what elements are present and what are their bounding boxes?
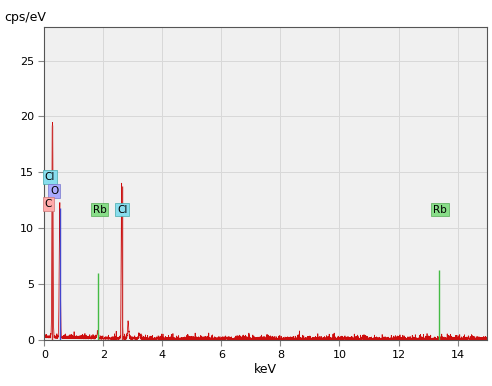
Text: Cl: Cl — [117, 205, 127, 215]
Text: O: O — [50, 186, 58, 196]
Text: cps/eV: cps/eV — [4, 11, 46, 24]
Text: Cl: Cl — [45, 172, 55, 182]
X-axis label: keV: keV — [254, 363, 277, 376]
Text: Rb: Rb — [433, 205, 447, 215]
Text: C: C — [45, 199, 52, 209]
Text: Rb: Rb — [93, 205, 107, 215]
